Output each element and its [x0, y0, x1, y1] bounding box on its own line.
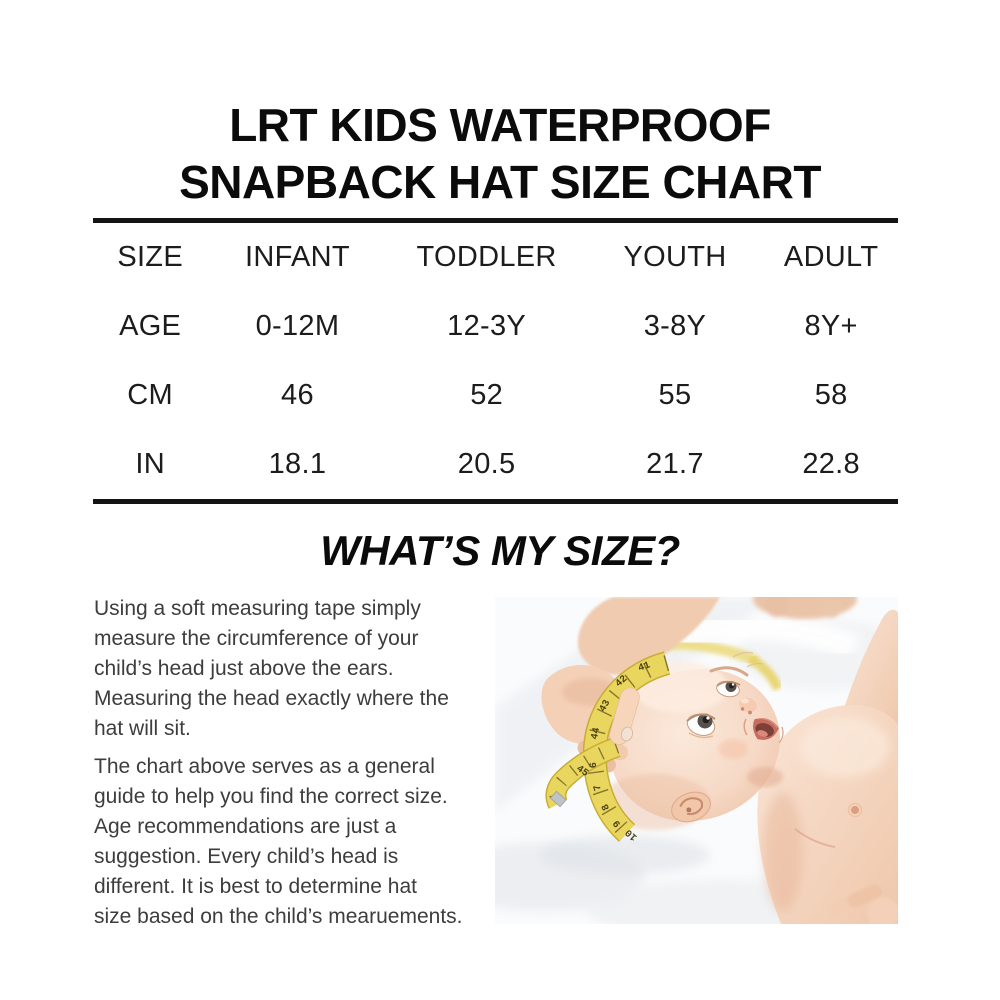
cell-age-infant: 0-12M	[255, 310, 340, 342]
instruction-paragraph-1: Using a soft measuring tape simply measu…	[94, 597, 449, 740]
cell-in-infant: 18.1	[268, 448, 327, 480]
row-label-in: IN	[135, 448, 165, 480]
adult-thumb	[609, 687, 640, 745]
tape-number: 9	[612, 817, 624, 829]
baby-nose	[739, 697, 757, 715]
cell-age-adult: 8Y+	[804, 310, 858, 342]
row-label-cm: CM	[127, 379, 173, 411]
instructions-column: Using a soft measuring tape simply measu…	[94, 594, 496, 940]
cell-age-toddler: 12-3Y	[447, 310, 527, 342]
cell-age-youth: 3-8Y	[643, 310, 707, 342]
column-header-toddler: TODDLER	[416, 241, 557, 273]
baby-photo-illustration: 41 42 43 44 45 6 7 8 9 10	[495, 597, 898, 924]
cell-cm-adult: 58	[814, 379, 848, 411]
tape-number: 8	[600, 802, 613, 812]
baby-eye-right	[716, 680, 741, 698]
cell-cm-infant: 46	[281, 379, 314, 411]
column-header-adult: ADULT	[783, 241, 879, 273]
tape-number: 41	[637, 660, 652, 674]
title-line-1: LRT KIDS WATERPROOF	[229, 99, 771, 151]
cell-in-adult: 22.8	[802, 448, 860, 480]
page-title: LRT KIDS WATERPROOF SNAPBACK HAT SIZE CH…	[0, 97, 1000, 211]
cell-cm-toddler: 52	[470, 379, 504, 411]
size-table: SIZE INFANT TODDLER YOUTH ADULT AGE 0-12…	[93, 218, 898, 504]
baby-eye-left	[686, 713, 716, 739]
cell-cm-youth: 55	[658, 379, 692, 411]
baby-measurement-photo: 41 42 43 44 45 6 7 8 9 10	[495, 597, 898, 924]
column-header-size: SIZE	[117, 241, 183, 273]
tape-number: 6	[589, 762, 600, 769]
baby-hand	[828, 884, 898, 924]
section-heading: WHAT’S MY SIZE?	[320, 527, 680, 574]
baby-nipple	[851, 806, 859, 814]
tape-numbers: 41 42 43 44 45 6 7 8 9 10	[574, 660, 652, 842]
cell-in-youth: 21.7	[646, 448, 704, 480]
cell-in-toddler: 20.5	[457, 448, 516, 480]
row-label-age: AGE	[119, 310, 182, 342]
baby-ear	[671, 791, 711, 823]
tape-metal-tip	[549, 790, 567, 808]
adult-second-hand	[753, 597, 857, 619]
measuring-tape	[545, 651, 671, 842]
tape-number: 44	[590, 727, 603, 741]
baby-face	[686, 666, 784, 759]
column-header-youth: YOUTH	[623, 241, 727, 273]
tape-number: 43	[598, 698, 613, 714]
baby-body	[757, 609, 898, 924]
tape-number: 7	[592, 783, 604, 792]
instruction-paragraph-2: The chart above serves as a general guid…	[94, 755, 463, 928]
baby-mouth	[753, 718, 779, 740]
title-line-2: SNAPBACK HAT SIZE CHART	[179, 156, 821, 208]
column-header-infant: INFANT	[244, 241, 350, 273]
